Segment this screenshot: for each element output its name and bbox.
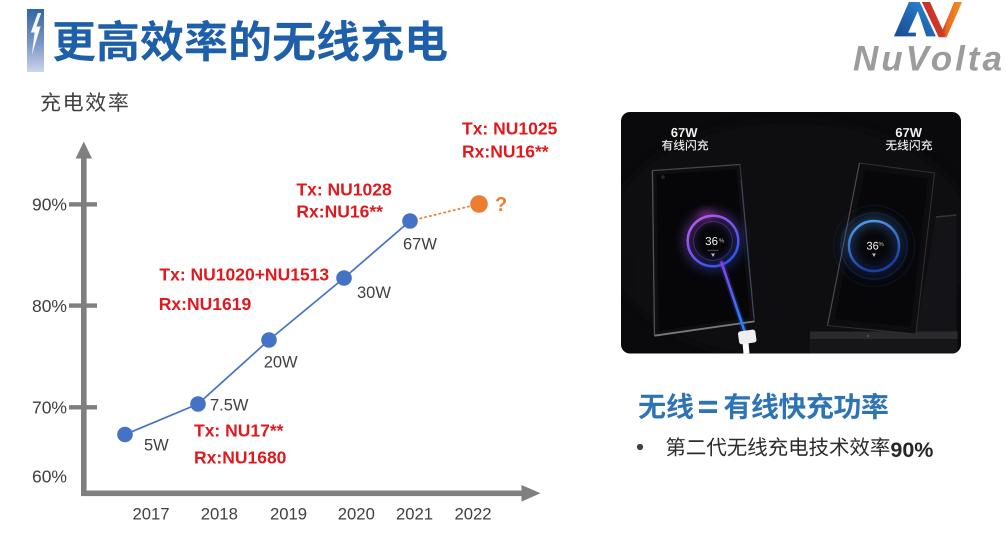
svg-text:Tx: NU1020+NU1513: Tx: NU1020+NU1513	[159, 265, 329, 285]
svg-text:Rx:NU16**: Rx:NU16**	[462, 141, 549, 161]
svg-text:5W: 5W	[144, 436, 169, 454]
svg-text:Tx: NU17**: Tx: NU17**	[194, 421, 284, 441]
svg-text:Tx: NU1028: Tx: NU1028	[296, 179, 392, 199]
svg-text:2017: 2017	[132, 505, 169, 524]
svg-text:?: ?	[495, 194, 507, 216]
svg-text:NuVolta: NuVolta	[853, 40, 1005, 79]
svg-text:2020: 2020	[338, 505, 375, 524]
svg-text:2019: 2019	[270, 505, 307, 524]
svg-text:67W: 67W	[403, 235, 437, 253]
svg-text:20W: 20W	[264, 353, 298, 371]
svg-text:Rx:NU1680: Rx:NU1680	[194, 447, 287, 467]
svg-text:7.5W: 7.5W	[210, 397, 249, 415]
svg-text:90%: 90%	[890, 438, 933, 462]
svg-text:30W: 30W	[357, 284, 391, 302]
svg-text:Tx: NU1025: Tx: NU1025	[462, 118, 558, 138]
svg-text:Rx:NU16**: Rx:NU16**	[296, 202, 383, 222]
svg-text:2022: 2022	[454, 505, 491, 524]
svg-text:80%: 80%	[32, 296, 67, 316]
svg-text:70%: 70%	[32, 398, 67, 418]
svg-text:Rx:NU1619: Rx:NU1619	[159, 294, 252, 314]
svg-text:2021: 2021	[396, 505, 433, 524]
svg-text:60%: 60%	[32, 467, 67, 487]
svg-text:90%: 90%	[32, 195, 67, 215]
svg-text:2018: 2018	[201, 505, 238, 524]
